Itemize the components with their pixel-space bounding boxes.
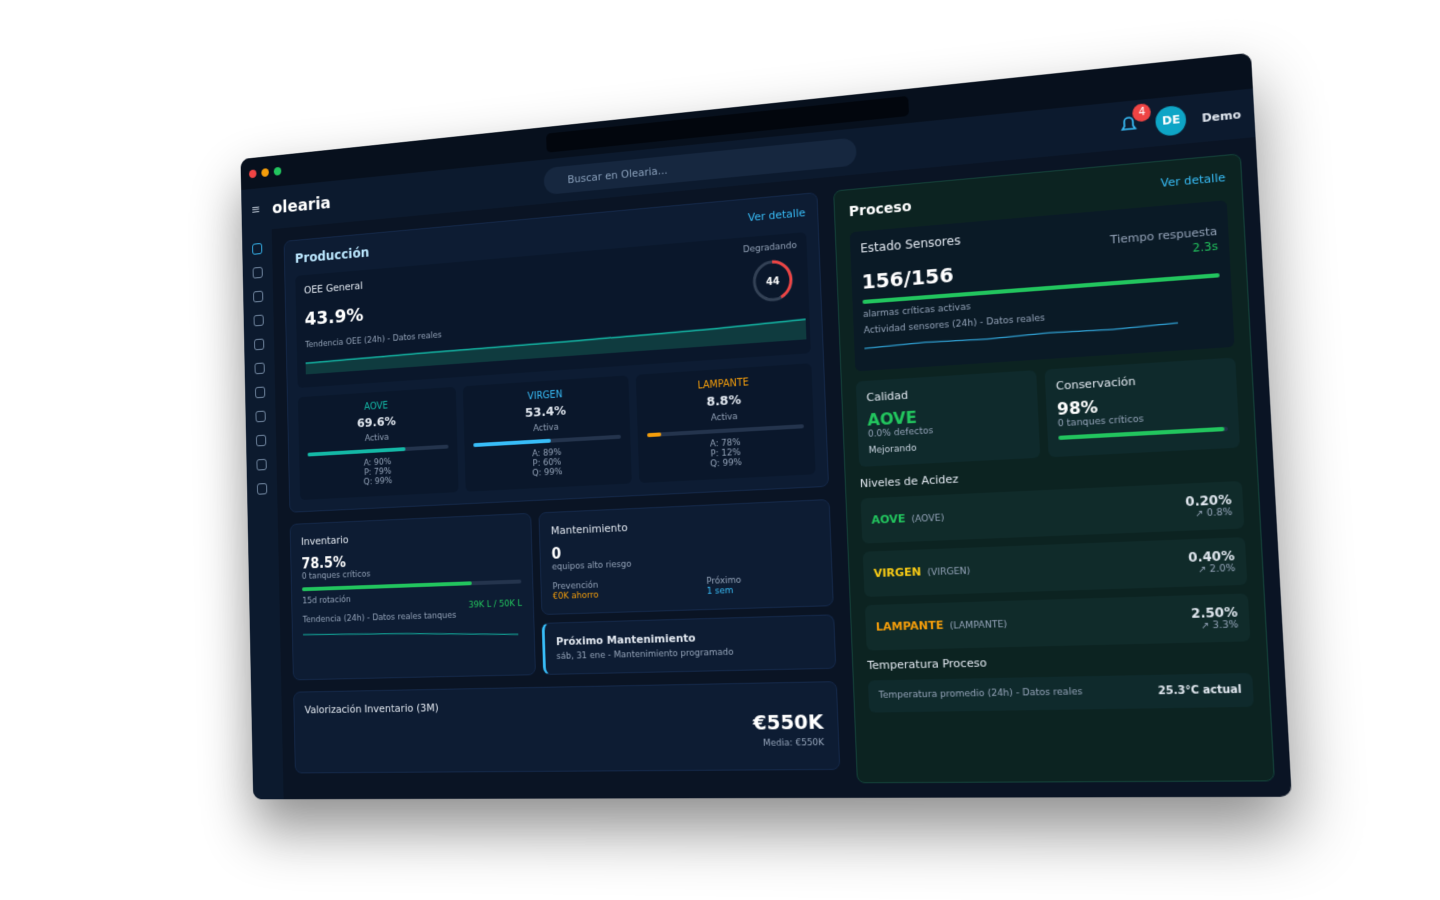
conservacion-card: Conservación 98% 0 tanques críticos [1044,357,1240,458]
grade-card: AOVE 69.6% Activa A: 90% P: 79% Q: 99% [297,386,459,501]
value: 1 sem [706,585,734,597]
value: €550K [752,709,824,735]
acidez-row: AOVE (AOVE) 0.20% ↗ 0.8% [860,480,1245,544]
gauge-value: 44 [766,276,780,289]
notifications[interactable]: 4 [1117,102,1152,137]
proximo-card: Próximo Mantenimiento sáb, 31 ene - Mant… [541,614,837,675]
label: Próximo [706,575,742,587]
grade-card: LAMPANTE 8.8% Activa A: 78% P: 12% Q: 99% [636,363,816,484]
proceso-panel: Ver detalle Proceso Estado Sensores Tiem… [833,153,1275,784]
code: (AOVE) [911,513,945,526]
nav-item[interactable] [254,362,265,375]
grade-card: VIRGEN 53.4% Activa A: 89% P: 60% Q: 99% [462,375,633,492]
avatar[interactable]: DE [1155,104,1188,137]
temperatura-card: Temperatura promedio (24h) - Datos reale… [867,672,1254,713]
value: 0.40% [1187,548,1235,566]
trend-label: Temperatura promedio (24h) - Datos reale… [878,686,1083,702]
media: Media: €550K [762,737,825,749]
maximize[interactable] [273,166,282,176]
mantenimiento-card: Mantenimiento 0 equipos alto riesgo Prev… [538,498,834,616]
acidez-row: VIRGEN (VIRGEN) 0.40% ↗ 2.0% [862,537,1248,597]
nav-item[interactable] [255,434,267,447]
value: 25.3°C actual [1157,684,1243,698]
gauge: 44 [751,257,795,304]
user-name[interactable]: Demo [1201,107,1242,125]
calidad-card: Calidad AOVE 0.0% defectos Mejorando [855,370,1041,467]
nav-item[interactable] [252,266,263,279]
nav-item[interactable] [253,314,264,327]
status: Mejorando [868,443,917,457]
logo[interactable]: olearia [271,192,331,218]
nav-item[interactable] [254,338,265,351]
title: Valorización Inventario (3M) [304,701,439,717]
value-group: 0.40% ↗ 2.0% [1188,548,1236,576]
value: 2.50% [1190,604,1238,622]
valorizacion-card: Valorización Inventario (3M) €550K Media… [293,681,841,774]
label-group: VIRGEN (VIRGEN) [873,558,971,586]
nav-item[interactable] [256,483,268,495]
nav-item[interactable] [256,458,267,471]
acidez-row: LAMPANTE (LAMPANTE) 2.50% ↗ 3.3% [864,593,1251,651]
value-group: 2.50% ↗ 3.3% [1191,605,1239,632]
title: Próximo Mantenimiento [555,631,696,649]
nav-item[interactable] [253,290,264,303]
menu-icon[interactable]: ≡ [251,202,261,217]
nav-item[interactable] [252,242,263,255]
grade-name: LAMPANTE [875,618,944,634]
code: (VIRGEN) [927,566,971,579]
inventario-card: Inventario 78.5% 0 tanques críticos 15d … [289,512,536,681]
title: Inventario [300,533,349,548]
title: Conservación [1055,374,1136,393]
close[interactable] [248,168,257,178]
progress [1058,426,1228,440]
grade-name: VIRGEN [873,565,922,581]
limit: ↗ 0.8% [1195,507,1233,520]
nav-item[interactable] [255,410,266,423]
limit: ↗ 3.3% [1200,619,1239,632]
value: €0K ahorro [552,590,599,602]
section-title: Temperatura Proceso [867,656,987,673]
detail: sáb, 31 ene - Mantenimiento programado [556,647,734,662]
value: 2.3s [1192,239,1219,255]
title: Mantenimiento [550,521,628,538]
title: Calidad [866,388,909,405]
value-group: 0.20% ↗ 0.8% [1185,492,1233,520]
limit: ↗ 2.0% [1197,563,1236,576]
label-group: LAMPANTE (LAMPANTE) [875,611,1008,640]
label-group: AOVE (AOVE) [871,505,945,533]
nav-item[interactable] [255,386,266,399]
oee-card: OEE General Degradando 44 43.9% Tendenci… [295,232,811,389]
sensores-card: Estado Sensores Tiempo respuesta 2.3s 15… [849,200,1235,372]
badge: 4 [1132,102,1152,123]
produccion-panel: Ver detalle Producción OEE General Degra… [283,192,830,513]
grade-name: AOVE [871,511,906,527]
browser-window: ≡ olearia Buscar en Olearia... 4 DE Demo… [240,52,1292,800]
code: (LAMPANTE) [949,619,1008,632]
minimize[interactable] [261,167,269,177]
